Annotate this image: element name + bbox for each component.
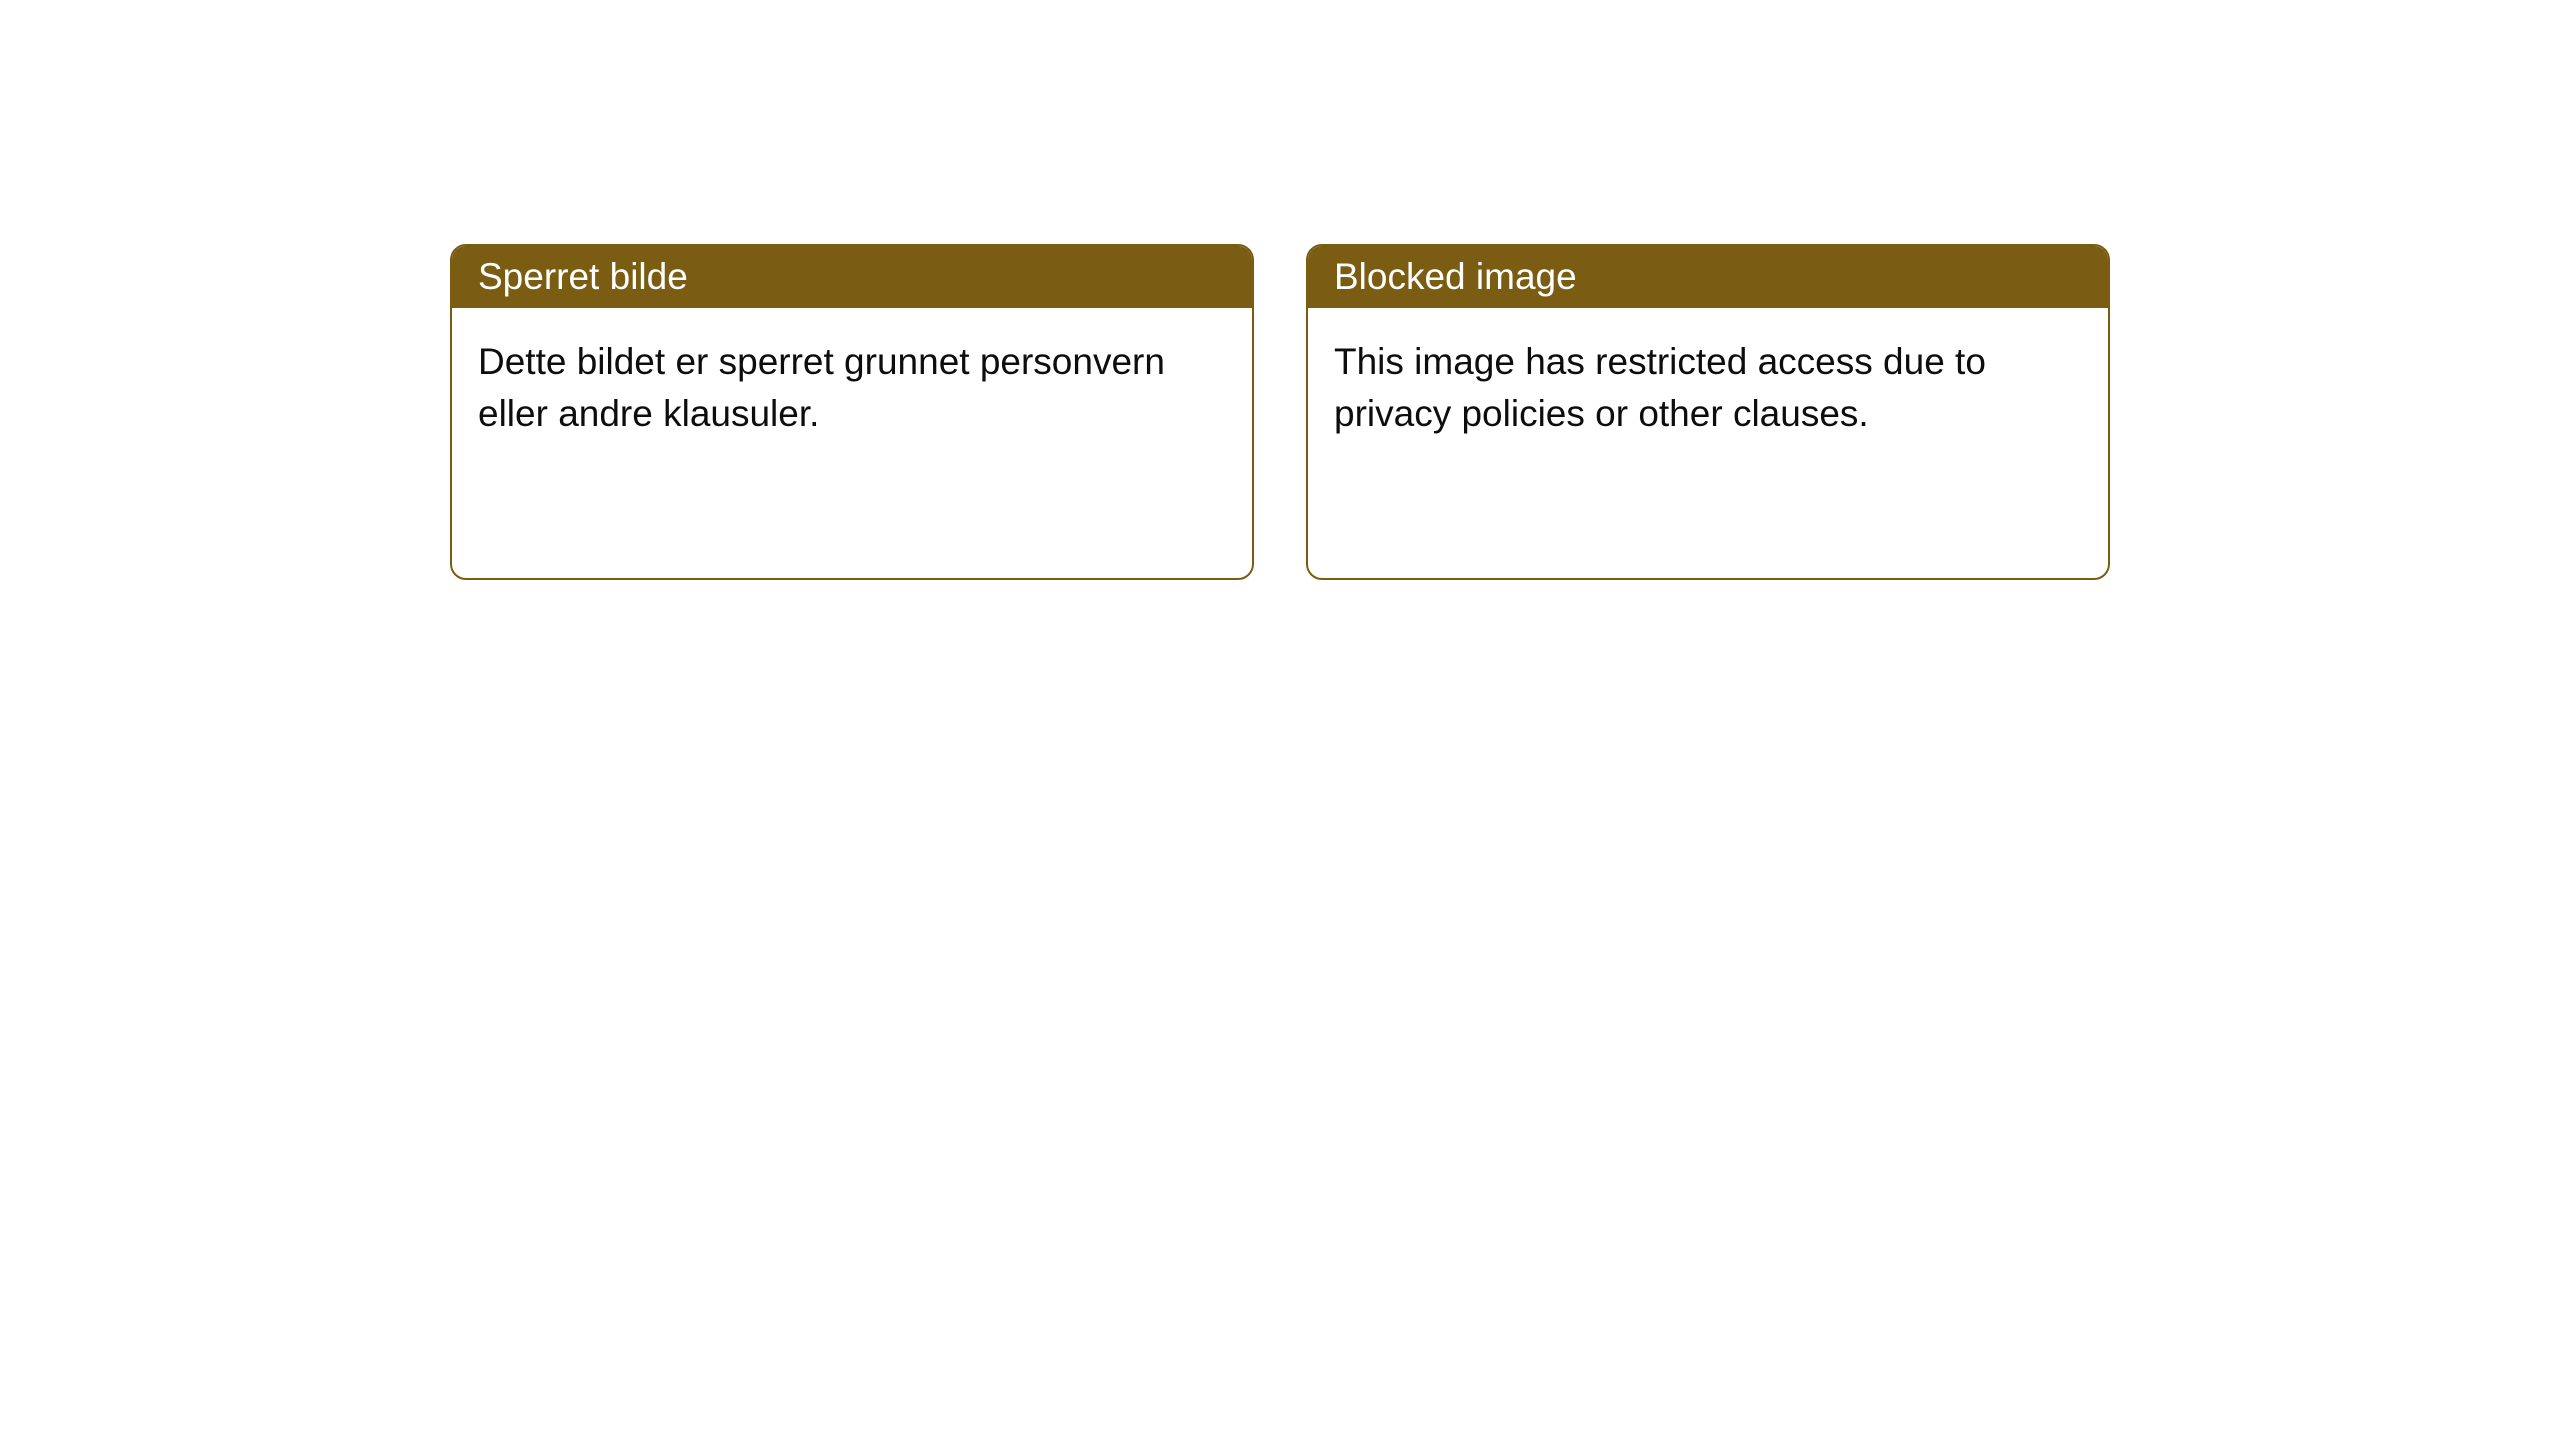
card-body: Dette bildet er sperret grunnet personve… — [452, 308, 1252, 468]
card-body: This image has restricted access due to … — [1308, 308, 2108, 468]
card-header: Sperret bilde — [452, 246, 1252, 308]
cards-row: Sperret bilde Dette bildet er sperret gr… — [450, 244, 2110, 580]
card-title: Blocked image — [1334, 256, 1577, 297]
blocked-card-norwegian: Sperret bilde Dette bildet er sperret gr… — [450, 244, 1254, 580]
card-body-text: This image has restricted access due to … — [1334, 341, 1986, 434]
page-container: Sperret bilde Dette bildet er sperret gr… — [0, 0, 2560, 1440]
card-title: Sperret bilde — [478, 256, 688, 297]
card-header: Blocked image — [1308, 246, 2108, 308]
blocked-card-english: Blocked image This image has restricted … — [1306, 244, 2110, 580]
card-body-text: Dette bildet er sperret grunnet personve… — [478, 341, 1165, 434]
